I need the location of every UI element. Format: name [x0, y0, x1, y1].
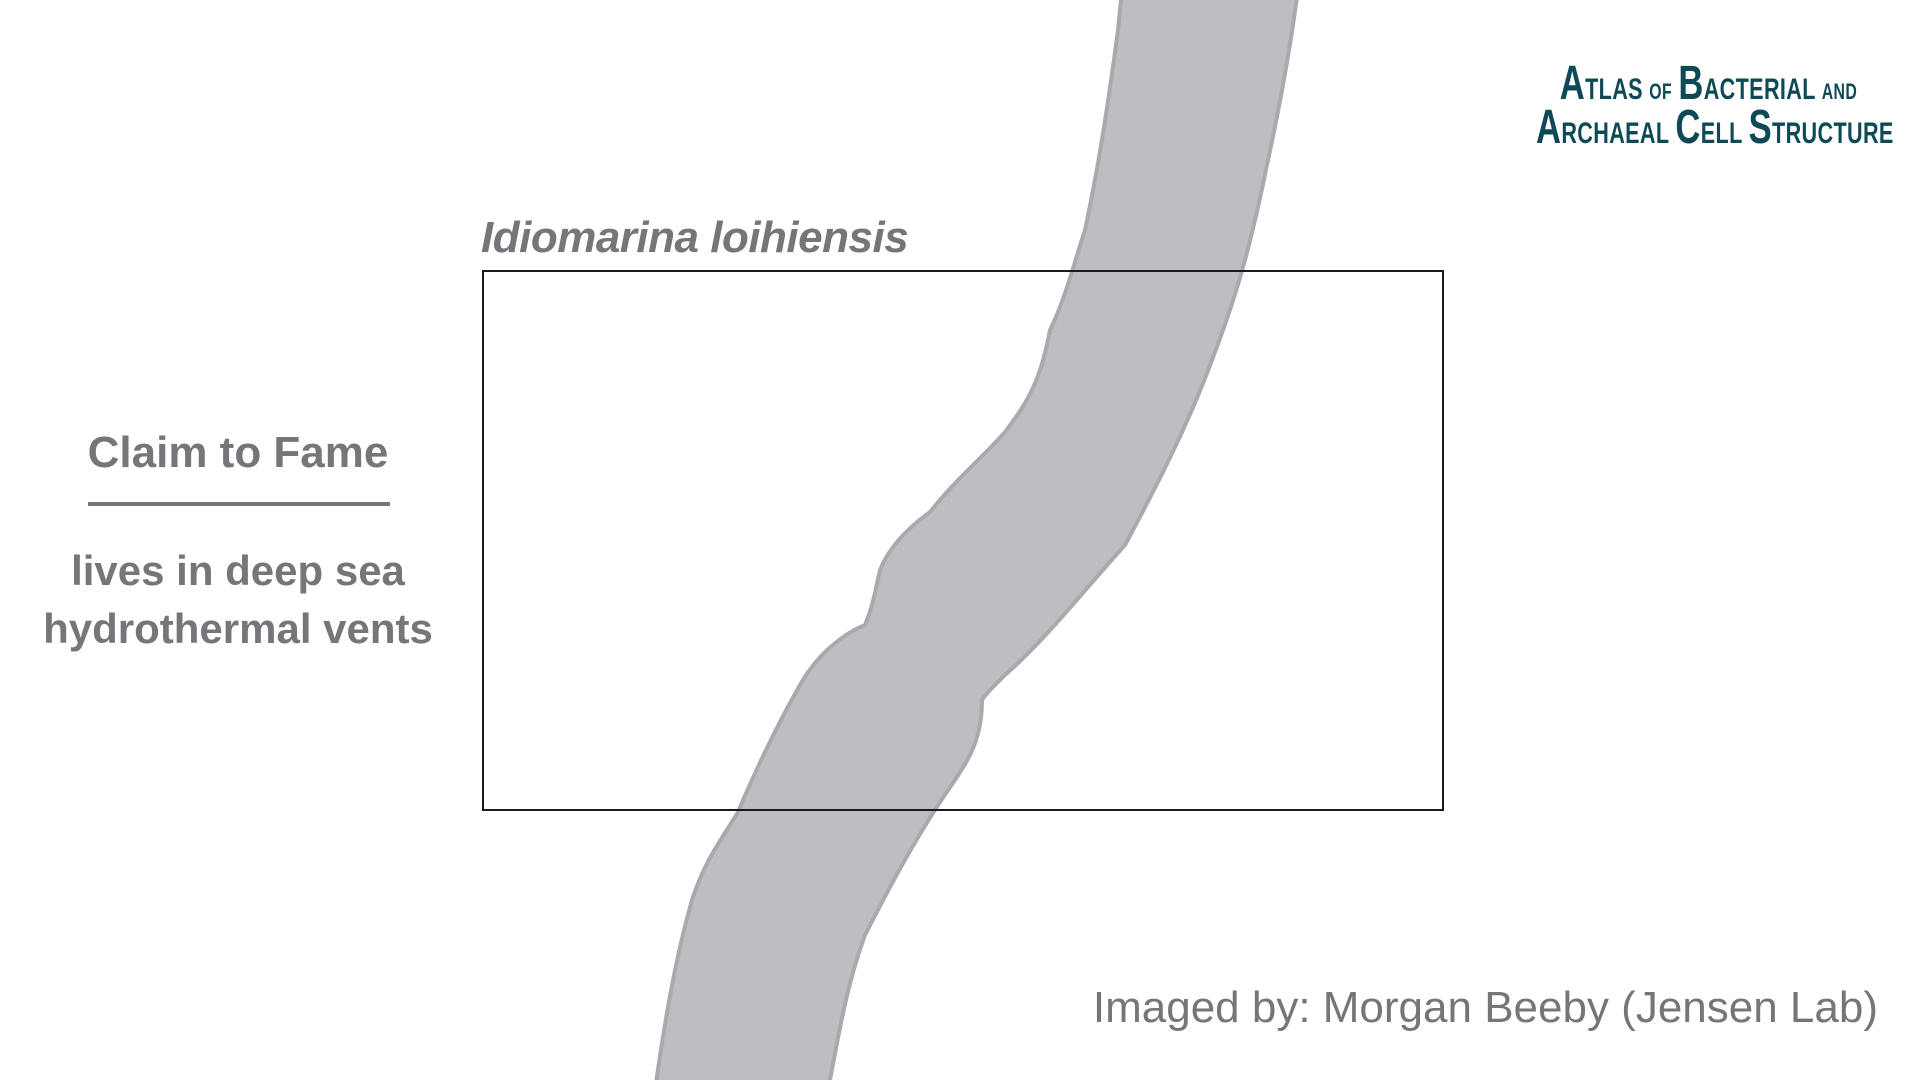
logo-letter: B — [1678, 57, 1704, 110]
claim-description: lives in deep sea hydrothermal vents — [20, 542, 456, 658]
logo-line-2: Archaeal Cell Structure — [1536, 101, 1893, 154]
logo-word: tructure — [1772, 117, 1894, 150]
logo-line-1: Atlas of Bacterial and — [1559, 57, 1857, 110]
logo-word: and — [1821, 79, 1858, 104]
logo-word: tlas — [1585, 73, 1643, 106]
logo-letter: S — [1748, 101, 1773, 154]
tomogram-frame — [482, 270, 1444, 811]
logo-word: of — [1649, 79, 1673, 104]
logo-word: acterial — [1703, 73, 1816, 106]
atlas-logo: Atlas of Bacterial and Archaeal Cell Str… — [1536, 57, 1893, 154]
logo-word: ell — [1700, 117, 1743, 150]
image-credit: Imaged by: Morgan Beeby (Jensen Lab) — [1092, 983, 1878, 1032]
logo-word: rchaeal — [1561, 117, 1670, 150]
species-name: Idiomarina loihiensis — [481, 213, 909, 262]
logo-letter: C — [1675, 101, 1701, 154]
claim-line-2: hydrothermal vents — [43, 605, 433, 652]
claim-title: Claim to Fame — [87, 428, 389, 477]
claim-line-1: lives in deep sea — [71, 547, 405, 594]
logo-letter: A — [1536, 101, 1562, 154]
logo-letter: A — [1559, 57, 1586, 110]
claim-divider — [88, 502, 390, 506]
